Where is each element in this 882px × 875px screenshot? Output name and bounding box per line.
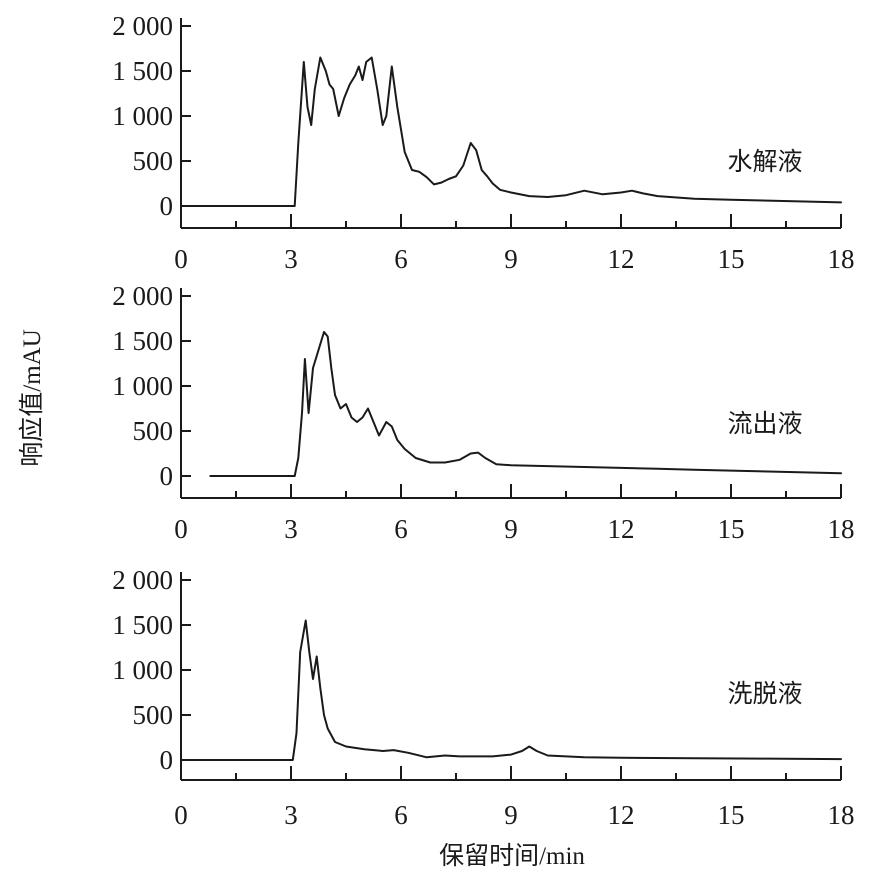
chart-panel-1: 0 500 1 000 1 500 2 000 0 3 6 9 12 15 18 水解液 bbox=[112, 11, 854, 274]
y-tick-label: 0 bbox=[160, 461, 174, 491]
x-tick-label: 12 bbox=[608, 800, 635, 830]
x-tick-label: 6 bbox=[394, 514, 408, 544]
y-tick-label: 1 000 bbox=[112, 101, 173, 131]
x-tick-label: 3 bbox=[284, 514, 298, 544]
y-tick-label: 1 000 bbox=[112, 371, 173, 401]
x-tick-label: 15 bbox=[718, 514, 745, 544]
x-tick-label: 6 bbox=[394, 244, 408, 274]
y-axis-title: 响应值/mAU bbox=[18, 329, 46, 467]
x-tick-label: 9 bbox=[504, 244, 518, 274]
x-axis-title: 保留时间/min bbox=[439, 842, 585, 870]
y-tick-label: 2 000 bbox=[112, 565, 173, 595]
y-tick-label: 500 bbox=[133, 146, 174, 176]
x-tick-label: 0 bbox=[174, 244, 188, 274]
x-tick-label: 15 bbox=[718, 800, 745, 830]
y-tick-label: 2 000 bbox=[112, 11, 173, 41]
x-tick-label: 18 bbox=[828, 244, 855, 274]
y-tick-label: 500 bbox=[133, 700, 174, 730]
x-tick-label: 9 bbox=[504, 800, 518, 830]
x-tick-label: 18 bbox=[828, 514, 855, 544]
x-tick-label: 12 bbox=[608, 244, 635, 274]
chromatogram-trace bbox=[180, 619, 842, 761]
x-tick-label: 18 bbox=[828, 800, 855, 830]
x-tick-label: 3 bbox=[284, 244, 298, 274]
panel-label: 水解液 bbox=[727, 148, 802, 176]
y-tick-label: 1 500 bbox=[112, 610, 173, 640]
x-tick-label: 9 bbox=[504, 514, 518, 544]
x-tick-label: 6 bbox=[394, 800, 408, 830]
y-tick-label: 2 000 bbox=[112, 281, 173, 311]
y-tick-label: 500 bbox=[133, 416, 174, 446]
chart-panel-2: 0 500 1 000 1 500 2 000 0 3 6 9 12 15 18 流出液 bbox=[112, 281, 854, 544]
y-tick-label: 1 500 bbox=[112, 326, 173, 356]
x-tick-label: 3 bbox=[284, 800, 298, 830]
chromatogram-trace bbox=[180, 56, 842, 207]
x-tick-label: 0 bbox=[174, 800, 188, 830]
chart-panel-3: 0 500 1 000 1 500 2 000 0 3 6 9 12 15 18 洗脱液 bbox=[112, 565, 854, 830]
x-tick-label: 15 bbox=[718, 244, 745, 274]
y-tick-label: 1 000 bbox=[112, 655, 173, 685]
y-tick-label: 0 bbox=[160, 745, 174, 775]
y-tick-label: 1 500 bbox=[112, 56, 173, 86]
x-tick-label: 0 bbox=[174, 514, 188, 544]
panel-label: 洗脱液 bbox=[727, 680, 802, 708]
y-tick-label: 0 bbox=[160, 191, 174, 221]
chromatogram-trace bbox=[209, 331, 842, 477]
x-tick-label: 12 bbox=[608, 514, 635, 544]
panel-label: 流出液 bbox=[727, 410, 802, 438]
